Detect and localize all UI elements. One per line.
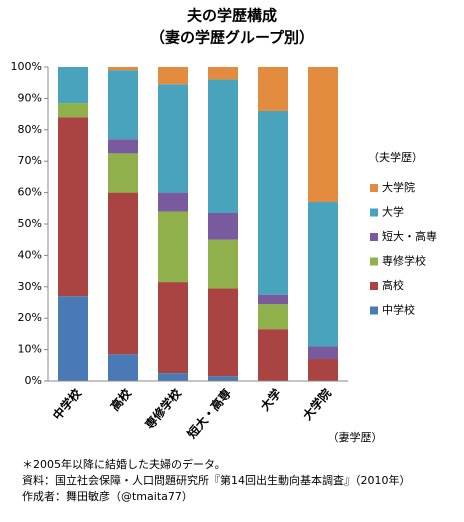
y-tick-label: 30% [18, 280, 42, 293]
legend-label: 大学 [382, 205, 404, 219]
bar-segment [58, 67, 88, 104]
y-tick-label: 70% [18, 154, 42, 167]
note: ＊2005年以降に結婚した夫婦のデータ。 [22, 457, 226, 471]
bar-segment [258, 304, 288, 330]
legend-swatch [370, 306, 378, 315]
bar-segment [208, 67, 238, 80]
bar-segment [308, 202, 338, 347]
bar-segment [158, 84, 188, 193]
bar-segment [158, 67, 188, 85]
bar-segment [58, 103, 88, 118]
chart-title: 夫の学歴構成 [187, 7, 277, 25]
y-tick-label: 50% [18, 217, 42, 230]
y-tick-label: 10% [18, 343, 42, 356]
x-tick-label: 高校 [107, 385, 135, 414]
bar-segment [108, 139, 138, 154]
bar-segment [108, 70, 138, 140]
bar-segment [158, 192, 188, 212]
bar-segment [208, 288, 238, 377]
y-tick-label: 20% [18, 311, 42, 324]
y-tick-label: 80% [18, 123, 42, 136]
bar-segment [58, 296, 88, 381]
bar-segment [158, 373, 188, 381]
legend-swatch [370, 184, 378, 192]
bar-segment [208, 79, 238, 214]
bar-segment [108, 153, 138, 193]
note: 作成者：舞田敏彦（@tmaita77） [22, 489, 193, 503]
bar-segment [58, 117, 88, 297]
legend-label: 大学院 [382, 180, 415, 194]
bar-segment [108, 192, 138, 355]
chart-subtitle: （妻の学歴グループ別） [150, 29, 314, 47]
x-tick-label: 大学院 [299, 386, 334, 423]
y-tick-label: 40% [18, 248, 42, 261]
bar-segment [208, 213, 238, 240]
y-tick-label: 100% [11, 60, 42, 73]
x-tick-label: 短大・高専 [184, 386, 234, 442]
legend-label: 中学校 [382, 303, 415, 317]
x-tick-label: 専修学校 [142, 385, 185, 432]
bar-segment [208, 376, 238, 381]
bar-segment [208, 239, 238, 289]
bar-segment [108, 354, 138, 381]
y-tick-label: 0% [25, 374, 42, 387]
bar-segment [308, 67, 338, 203]
bar-segment [158, 282, 188, 374]
bar-segment [308, 346, 338, 360]
legend-swatch [370, 282, 378, 290]
bar-segment [108, 67, 138, 71]
x-axis-label: （妻学歴） [328, 430, 383, 444]
bar-segment [258, 294, 288, 305]
y-tick-label: 60% [18, 186, 42, 199]
y-tick-label: 90% [18, 91, 42, 104]
x-tick-label: 大学 [257, 386, 284, 414]
legend-title: （夫学歴） [368, 150, 423, 164]
legend-label: 短大・高専 [382, 229, 437, 243]
legend-swatch [370, 208, 378, 217]
x-tick-label: 中学校 [49, 385, 84, 423]
note: 資料：国立社会保障・人口問題研究所『第14回出生動向基本調査』（2010年） [22, 473, 411, 487]
bar-segment [258, 110, 288, 295]
bar-segment [258, 329, 288, 381]
bar-segment [308, 359, 338, 381]
legend-label: 高校 [382, 278, 404, 292]
legend-label: 専修学校 [382, 254, 426, 268]
legend-swatch [370, 233, 378, 241]
bar-segment [158, 211, 188, 283]
bar-segment [258, 67, 288, 111]
legend-swatch [370, 257, 378, 266]
